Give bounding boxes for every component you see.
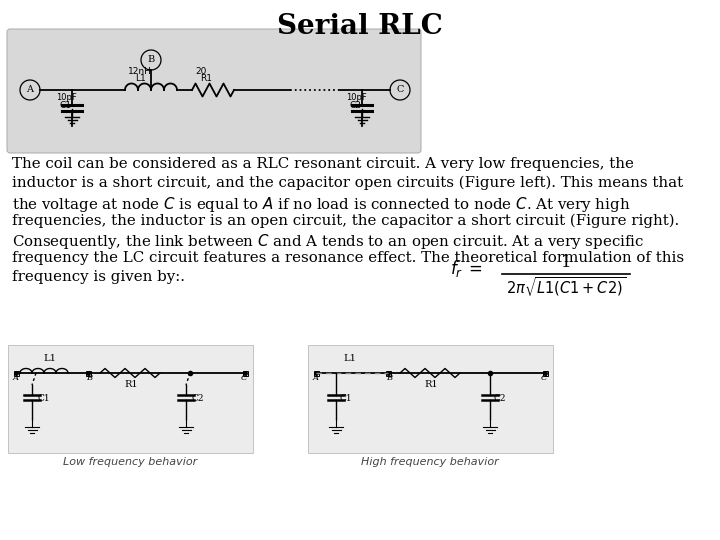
Text: $2\pi\sqrt{L1(C1+C2)}$: $2\pi\sqrt{L1(C1+C2)}$: [506, 275, 626, 300]
Text: C2: C2: [192, 394, 204, 403]
Bar: [86, 370, 91, 375]
Text: 10pF: 10pF: [56, 93, 77, 102]
Bar: [308, 345, 553, 453]
Text: C: C: [241, 374, 248, 382]
Bar: [243, 370, 248, 375]
Text: The coil can be considered as a RLC resonant circuit. A very low frequencies, th: The coil can be considered as a RLC reso…: [12, 157, 634, 171]
Text: L1: L1: [43, 354, 56, 363]
Text: L1: L1: [135, 74, 145, 83]
Text: C2: C2: [350, 101, 362, 110]
Bar: [8, 345, 253, 453]
Text: R1: R1: [124, 380, 138, 389]
Text: Consequently, the link between $C$ and A tends to an open circuit. At a very spe: Consequently, the link between $C$ and A…: [12, 232, 644, 251]
Text: C1: C1: [340, 394, 353, 403]
Text: 20: 20: [195, 67, 207, 76]
Text: inductor is a short circuit, and the capacitor open circuits (Figure left). This: inductor is a short circuit, and the cap…: [12, 176, 683, 190]
Text: B: B: [86, 374, 92, 382]
Text: R1: R1: [200, 74, 212, 83]
Text: $f_r\;=$: $f_r\;=$: [450, 258, 483, 279]
Text: Serial RLC: Serial RLC: [277, 13, 443, 40]
Text: frequency the LC circuit features a resonance effect. The theoretical formulatio: frequency the LC circuit features a reso…: [12, 251, 684, 265]
Bar: [542, 370, 547, 375]
FancyBboxPatch shape: [7, 29, 421, 153]
Text: R1: R1: [424, 380, 438, 389]
Text: 1: 1: [561, 254, 571, 271]
Text: the voltage at node $C$ is equal to $A$ if no load is connected to node $C$. At : the voltage at node $C$ is equal to $A$ …: [12, 194, 631, 214]
Text: A: A: [27, 85, 34, 94]
Bar: [313, 370, 318, 375]
Text: 10pF: 10pF: [346, 93, 366, 102]
Text: A: A: [13, 374, 19, 382]
Text: C2: C2: [494, 394, 506, 403]
Text: Low frequency behavior: Low frequency behavior: [63, 457, 197, 467]
Text: B: B: [386, 374, 392, 382]
Text: C: C: [541, 374, 547, 382]
Bar: [385, 370, 390, 375]
Text: High frequency behavior: High frequency behavior: [361, 457, 499, 467]
Text: C1: C1: [38, 394, 50, 403]
Text: C: C: [396, 85, 404, 94]
Bar: [14, 370, 19, 375]
Text: A: A: [313, 374, 319, 382]
Text: C1: C1: [60, 101, 72, 110]
Text: frequencies, the inductor is an open circuit, the capacitor a short circuit (Fig: frequencies, the inductor is an open cir…: [12, 213, 679, 228]
Text: frequency is given by:.: frequency is given by:.: [12, 270, 185, 284]
Text: L1: L1: [343, 354, 356, 363]
Text: 12nH: 12nH: [128, 67, 152, 76]
Text: B: B: [148, 56, 155, 64]
